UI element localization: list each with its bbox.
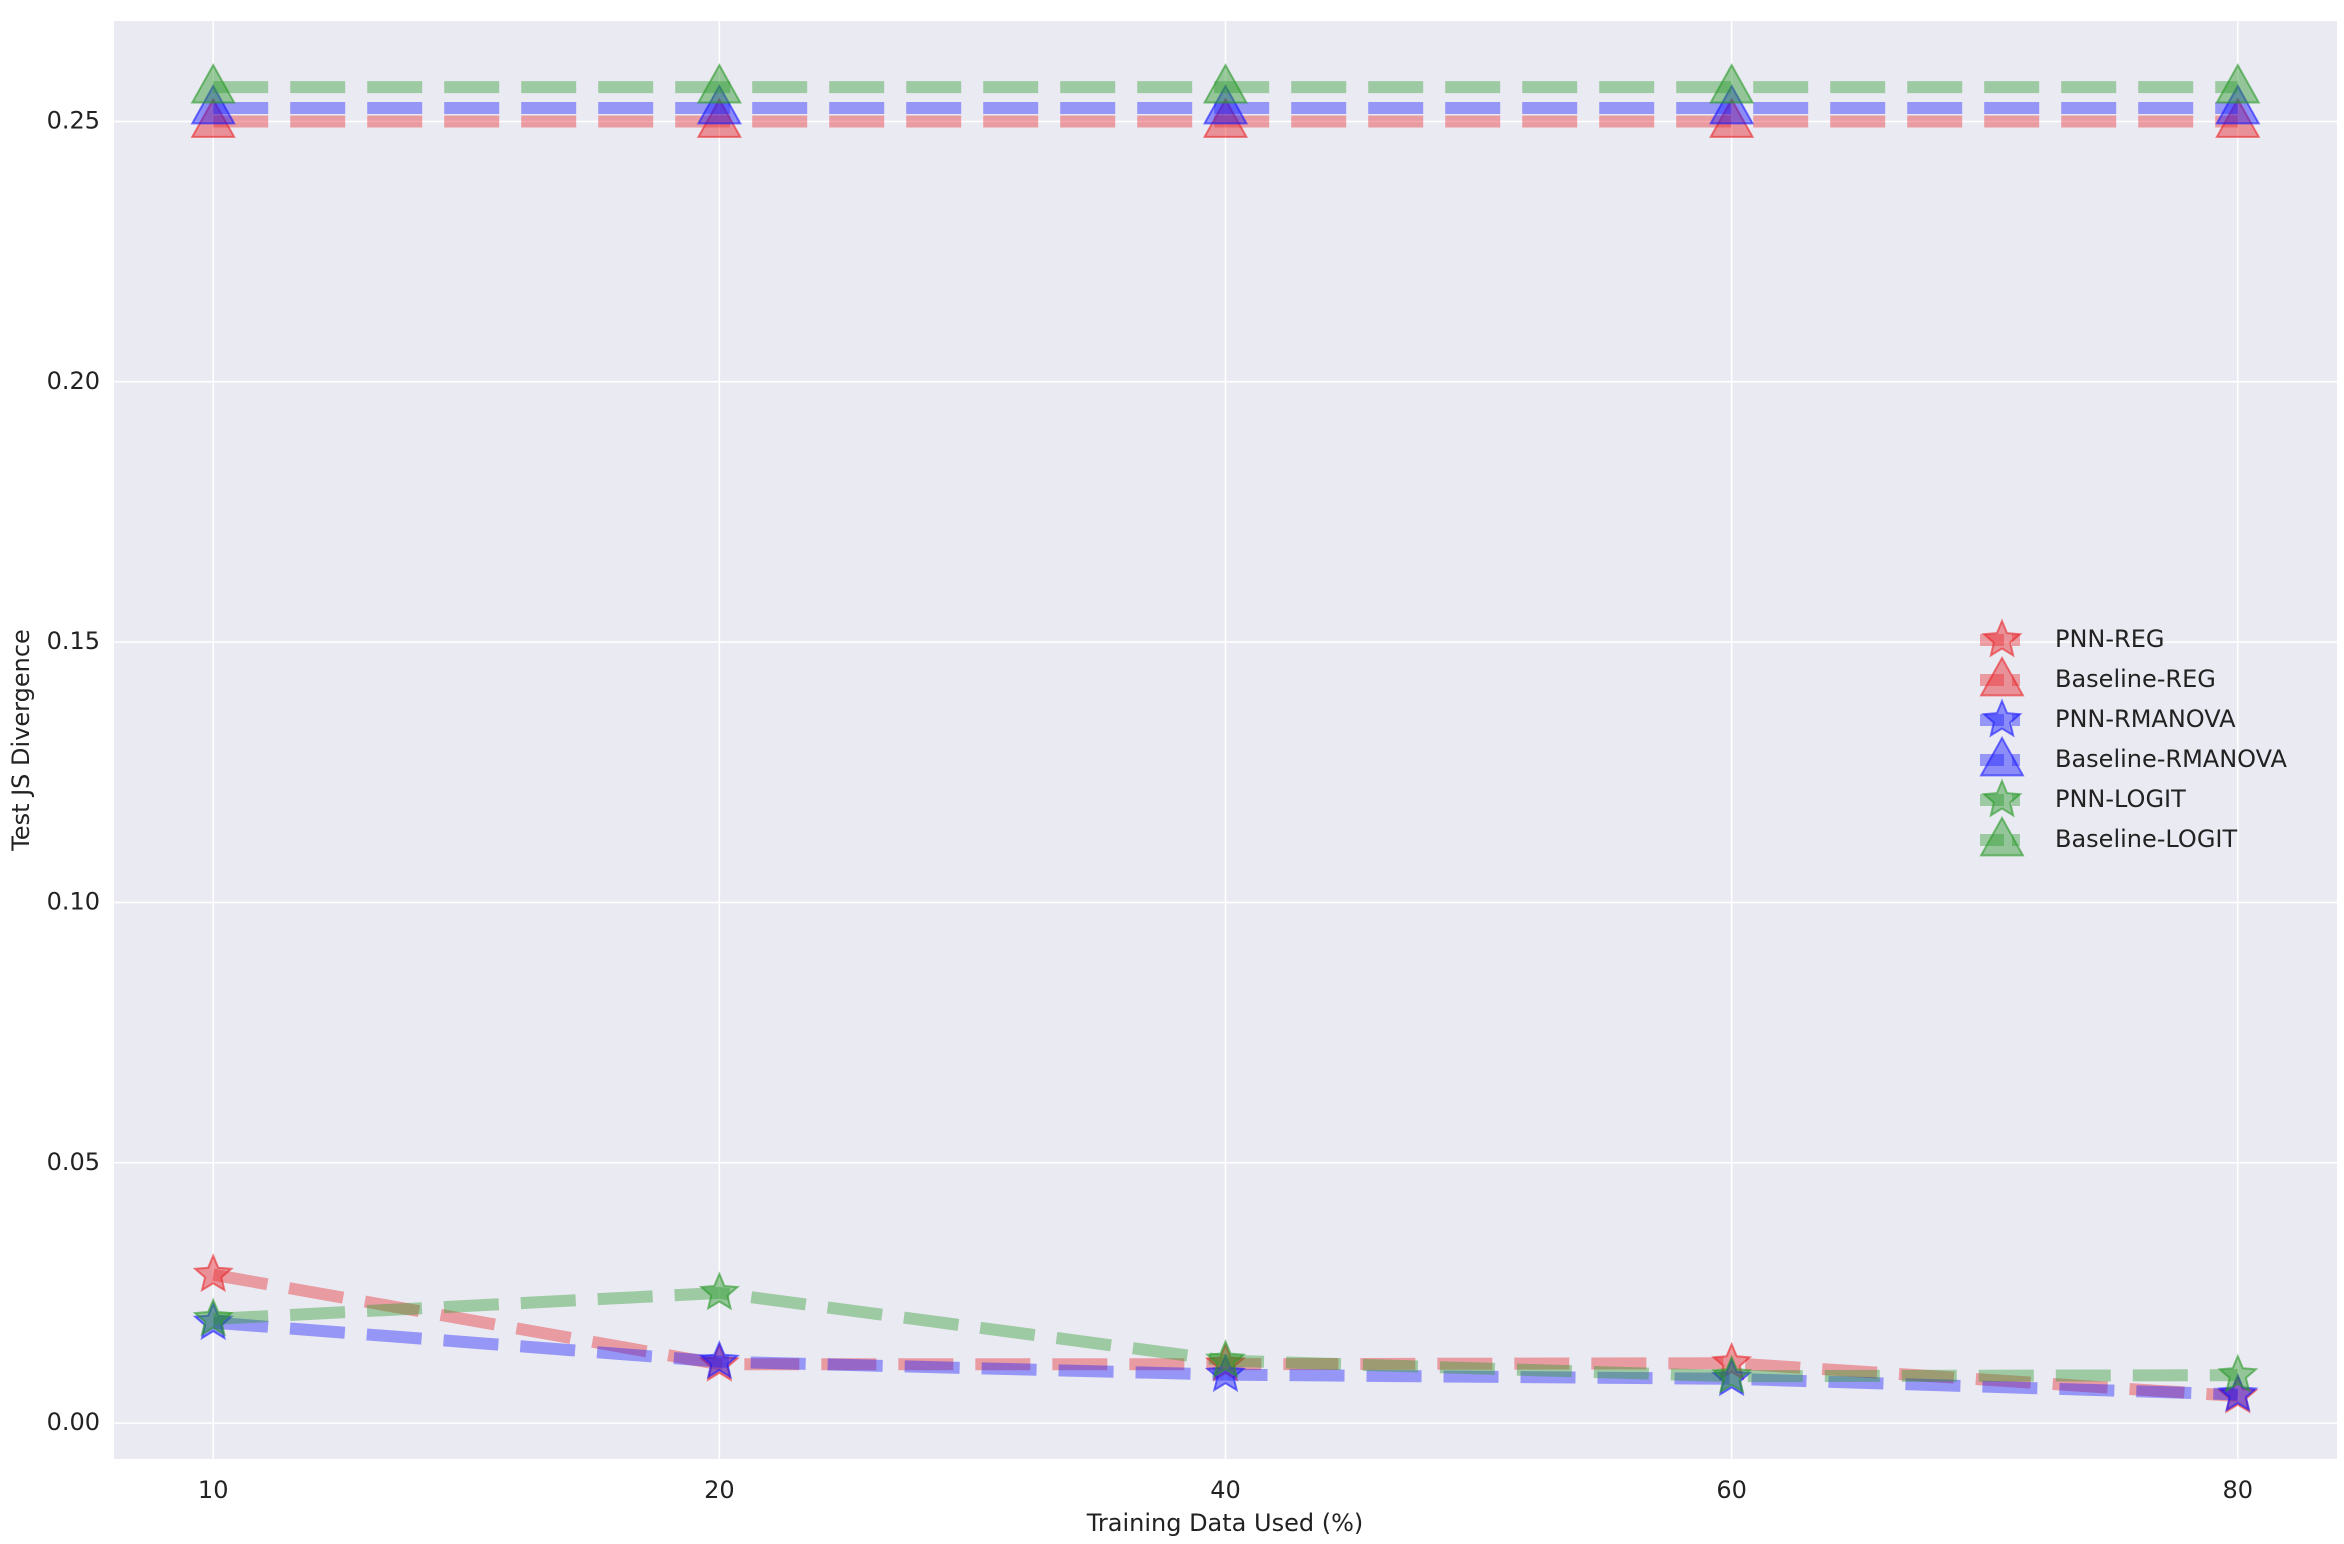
x-tick-label: 20	[704, 1476, 735, 1504]
data-point	[1709, 83, 1755, 125]
data-point	[696, 83, 742, 125]
series-line	[212, 1316, 2238, 1401]
legend-marker	[1979, 655, 2025, 697]
data-point	[190, 97, 236, 138]
data-point	[1204, 1353, 1247, 1393]
data-point	[696, 63, 742, 104]
data-point	[1711, 1354, 1753, 1394]
data-point	[1709, 97, 1755, 138]
x-tick-label: 10	[198, 1476, 229, 1504]
data-point	[192, 1297, 234, 1337]
y-tick-label: 0.05	[47, 1148, 100, 1176]
data-point	[2217, 1372, 2259, 1412]
data-point	[1709, 63, 1755, 104]
y-tick-label: 0.00	[47, 1408, 100, 1436]
data-point	[190, 83, 236, 125]
y-tick-label: 0.10	[47, 887, 100, 915]
legend-marker	[1981, 618, 2023, 658]
x-tick-label: 60	[1716, 1476, 1747, 1504]
plot	[190, 63, 2261, 1414]
data-point	[696, 97, 742, 138]
legend-label: PNN-RMANOVA	[2055, 705, 2236, 733]
legend-marker	[1981, 698, 2023, 738]
x-tick-label: 80	[2223, 1476, 2254, 1504]
data-point	[1202, 63, 1249, 104]
data-point	[190, 63, 236, 104]
y-tick-label: 0.15	[47, 627, 100, 655]
data-point	[192, 1253, 234, 1293]
grid	[114, 21, 2337, 1459]
legend-label: Baseline-REG	[2055, 665, 2216, 693]
legend-marker	[1981, 778, 2023, 818]
x-axis-label: Training Data Used (%)	[1086, 1509, 1364, 1537]
legend-marker	[1979, 735, 2025, 777]
data-point	[698, 1340, 740, 1380]
data-point	[2215, 83, 2261, 125]
data-point	[2217, 1353, 2259, 1393]
legend-label: Baseline-LOGIT	[2055, 825, 2237, 853]
data-point	[1202, 97, 1249, 138]
data-point	[2215, 63, 2261, 104]
legend-marker	[1979, 815, 2025, 857]
series-line	[212, 1268, 2239, 1402]
legend-label: PNN-REG	[2055, 625, 2164, 653]
legend-label: Baseline-RMANOVA	[2055, 745, 2288, 773]
data-point	[1204, 1338, 1247, 1379]
data-point	[698, 1271, 740, 1311]
data-point	[2215, 97, 2261, 138]
y-tick-label: 0.20	[47, 367, 100, 395]
series-line	[212, 1286, 2238, 1383]
legend: PNN-REG Baseline-REG PNN-RMANOVA Baseline-R…	[1979, 618, 2288, 857]
y-axis-label: Test JS Divergence	[7, 629, 35, 852]
legend-label: PNN-LOGIT	[2055, 785, 2186, 813]
y-tick-label: 0.25	[47, 106, 100, 134]
x-tick-label: 40	[1210, 1476, 1241, 1504]
data-point	[1202, 83, 1249, 125]
